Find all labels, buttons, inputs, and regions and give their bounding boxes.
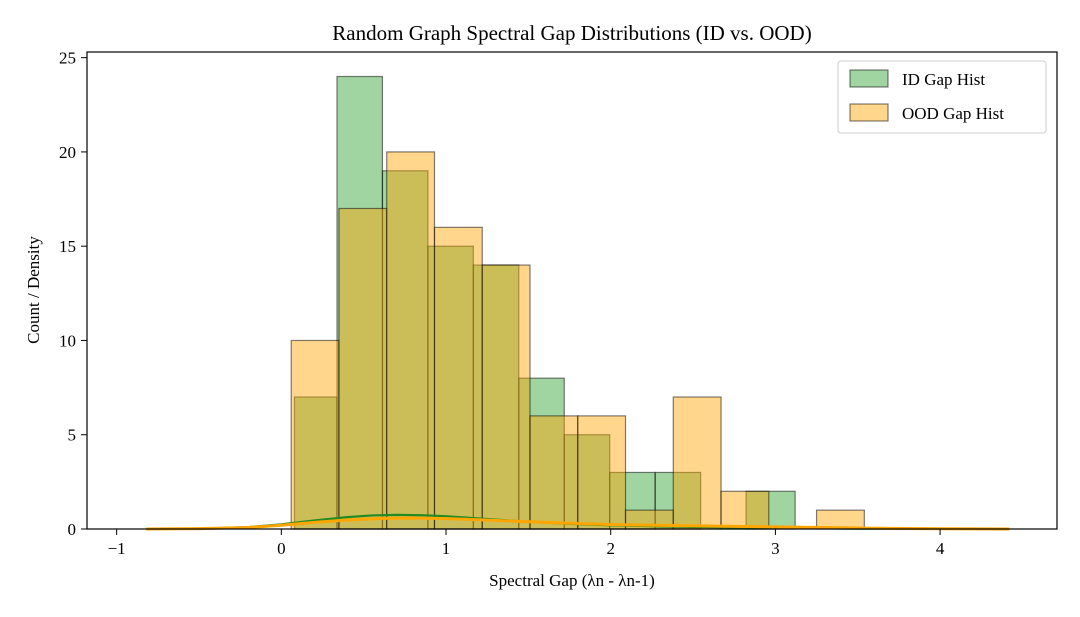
id-hist-bar xyxy=(336,75,384,530)
ood-hist-bar xyxy=(481,264,531,530)
y-axis-label: Count / Density xyxy=(24,236,43,344)
y-tick-label: 10 xyxy=(59,331,76,350)
ood-hist-bar xyxy=(338,207,388,530)
x-axis-label: Spectral Gap (λn - λn-1) xyxy=(489,571,655,590)
y-tick-label: 20 xyxy=(59,143,76,162)
legend: ID Gap Hist OOD Gap Hist xyxy=(837,60,1047,134)
plot-frame xyxy=(86,51,1058,530)
id-hist-bar xyxy=(745,490,796,530)
legend-swatch-id xyxy=(849,69,889,88)
id-hist-bar xyxy=(427,245,474,530)
x-axis-ticks: −1 0 1 2 3 4 xyxy=(108,529,945,558)
legend-frame xyxy=(837,60,1047,134)
chart-title: Random Graph Spectral Gap Distributions … xyxy=(332,21,811,45)
legend-label-ood: OOD Gap Hist xyxy=(902,104,1004,123)
legend-label-id: ID Gap Hist xyxy=(902,70,985,89)
x-tick-label: 0 xyxy=(277,539,286,558)
ood-hist-bar xyxy=(386,151,436,530)
ood-hist-bar xyxy=(672,396,722,530)
y-tick-label: 25 xyxy=(59,49,76,68)
legend-swatch-ood xyxy=(849,103,889,122)
id-hist-bar xyxy=(518,377,565,530)
y-tick-label: 5 xyxy=(68,426,77,445)
id-hist-bar xyxy=(381,170,429,530)
ood-hist-bar xyxy=(529,415,579,530)
x-tick-label: 1 xyxy=(442,539,451,558)
ood-kde-line xyxy=(146,516,1010,531)
ood-hist-bar xyxy=(720,490,770,530)
ood-hist-bar xyxy=(577,415,627,530)
y-axis-ticks: 0 5 10 15 20 25 xyxy=(59,49,87,539)
y-tick-label: 0 xyxy=(68,520,77,539)
id-hist-bar xyxy=(293,396,338,530)
x-tick-label: 2 xyxy=(606,539,615,558)
x-tick-label: 3 xyxy=(771,539,780,558)
y-tick-label: 15 xyxy=(59,237,76,256)
kde-layer xyxy=(146,513,1010,531)
x-tick-label: 4 xyxy=(936,539,945,558)
ood-hist-bar xyxy=(290,339,340,530)
bars-layer xyxy=(290,75,865,530)
ood-hist-bar xyxy=(433,226,483,530)
id-hist-bar xyxy=(609,471,656,530)
x-tick-label: −1 xyxy=(108,539,126,558)
